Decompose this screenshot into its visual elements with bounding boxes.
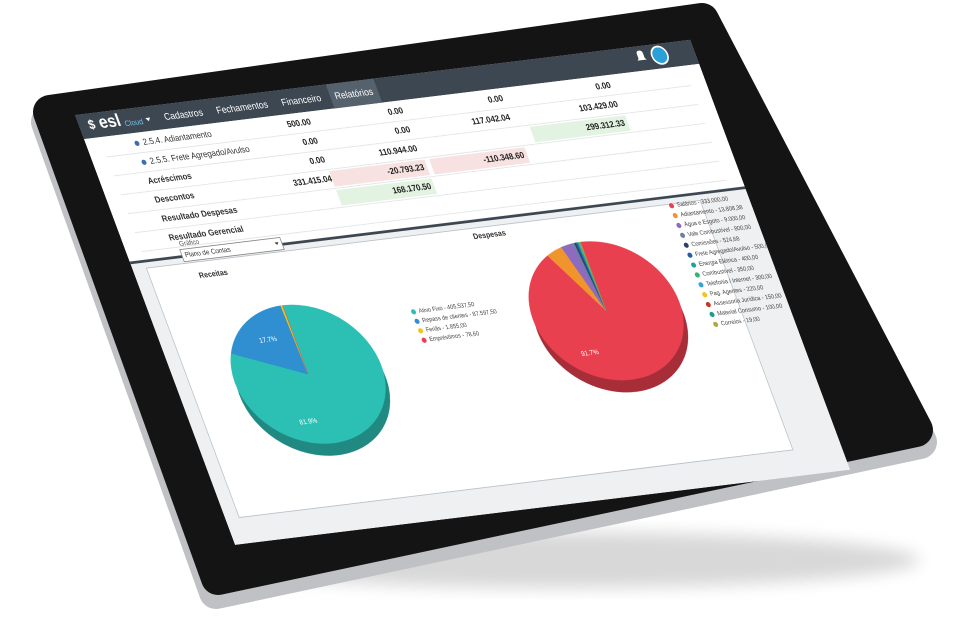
table-cell: -110.348.60 [481, 150, 526, 165]
cell-highlight [429, 147, 531, 175]
legend-swatch[interactable] [410, 309, 417, 315]
legend-label[interactable]: Correios - 19,00 [720, 316, 761, 327]
select-caret [274, 242, 279, 245]
legend-swatch[interactable] [417, 328, 424, 334]
navbar [75, 39, 700, 140]
table-cell: 0.00 [308, 154, 327, 166]
row-line [113, 104, 699, 177]
slice-label: 17.7% [258, 336, 278, 345]
legend-swatch[interactable] [683, 242, 690, 248]
legend-swatch[interactable] [687, 252, 694, 258]
table-cell: 0.00 [594, 80, 613, 92]
chart-title: Despesas [472, 228, 508, 241]
legend-swatch[interactable] [676, 222, 683, 229]
select-box[interactable] [179, 236, 285, 263]
table-cell: 168.170.50 [391, 181, 433, 196]
table-cell: 0.00 [393, 124, 412, 136]
cell-highlight [529, 115, 631, 143]
user-avatar[interactable] [649, 45, 671, 65]
legend-swatch[interactable] [694, 272, 701, 278]
legend-label[interactable]: Feriâs - 1.855,00 [425, 323, 469, 334]
cell-highlight [336, 178, 438, 206]
screen: $ esl Cloud Gráfico Plano de Contas Cada… [75, 39, 851, 546]
row-line [106, 85, 692, 158]
pie-slice [230, 305, 309, 375]
row-line [141, 179, 727, 253]
row-eye-icon[interactable] [134, 140, 141, 147]
row-line [127, 141, 713, 215]
row-line [120, 122, 706, 196]
slice-label: 91.7% [580, 349, 600, 358]
legend-swatch[interactable] [668, 203, 675, 209]
bell-icon[interactable] [634, 50, 647, 61]
brand-sub: Cloud [123, 117, 144, 128]
table-cell: 0.00 [301, 135, 320, 147]
pie-slice [580, 241, 607, 311]
legend-swatch[interactable] [414, 318, 421, 324]
row-label: Descontos [153, 190, 196, 205]
chart-title: Receitas [197, 268, 229, 281]
brand-caret [145, 117, 150, 122]
table-cell: 0.00 [386, 105, 405, 117]
table-cell: 500.00 [285, 116, 313, 129]
row-eye-icon[interactable] [141, 159, 148, 165]
legend-swatch[interactable] [712, 321, 719, 328]
legend-label[interactable]: Comissões - 524,68 [691, 236, 742, 248]
menu-item[interactable]: Relatórios [333, 86, 375, 101]
table-cell: 117.042.04 [470, 112, 512, 127]
table-cell: 110.944.00 [377, 143, 419, 158]
menu-item[interactable]: Financeiro [280, 93, 323, 108]
legend-swatch[interactable] [705, 302, 712, 308]
pie-slice [282, 305, 309, 375]
menu-active [325, 78, 383, 109]
legend-swatch[interactable] [701, 292, 708, 298]
legend-swatch[interactable] [709, 311, 716, 318]
legend-swatch[interactable] [421, 337, 428, 343]
legend-swatch[interactable] [679, 232, 686, 239]
table-cell: 331.415.04 [291, 173, 333, 188]
select-label: Gráfico [178, 239, 201, 249]
legend-swatch[interactable] [698, 282, 705, 288]
table-cell: -20.793.23 [385, 162, 426, 177]
brand: esl [95, 110, 124, 132]
table-cell: 299.312.33 [584, 117, 626, 132]
table-cell: 103.429.00 [577, 99, 619, 114]
table-cell: 0.00 [486, 93, 505, 105]
menu-item[interactable]: Cadastros [162, 107, 205, 122]
legend-swatch[interactable] [672, 213, 679, 219]
cell-highlight [329, 159, 431, 187]
row-line [134, 160, 720, 234]
slice-label: 81.9% [299, 417, 319, 426]
legend-swatch[interactable] [690, 262, 697, 268]
